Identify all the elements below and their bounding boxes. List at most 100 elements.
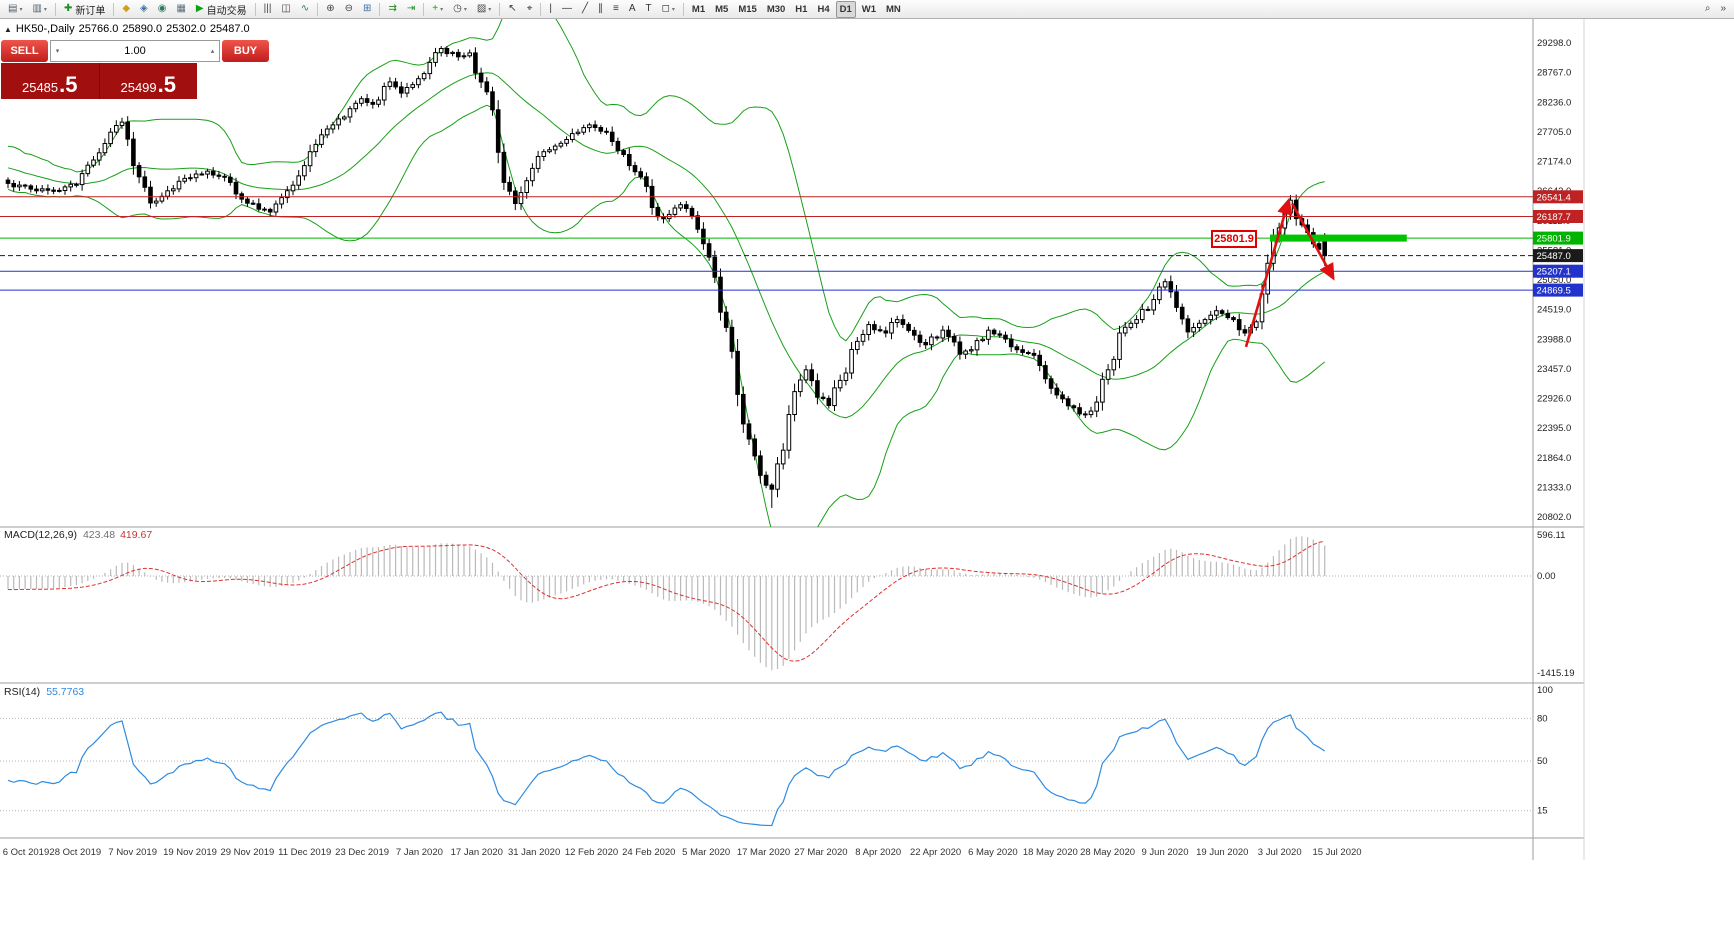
one-click-trading-panel: SELL ▾ ▴ BUY 25485.5 25499.5: [1, 40, 269, 99]
autotrading-icon: ▶: [195, 3, 204, 14]
buy-button[interactable]: BUY: [222, 40, 269, 62]
new-order-button[interactable]: ✚ 新订单: [60, 1, 109, 18]
channel-button[interactable]: ∥: [594, 1, 607, 18]
crosshair-icon: ⌖: [526, 3, 533, 14]
auto-scroll-button[interactable]: ⇉: [384, 1, 400, 18]
svg-text:15: 15: [1537, 806, 1548, 817]
tf-m5-button[interactable]: M5: [711, 1, 732, 18]
volume-down-button[interactable]: ▾: [55, 48, 60, 55]
sell-price[interactable]: 25485.5: [1, 63, 100, 99]
chevron-down-icon: ▾: [671, 6, 675, 13]
bollinger-middle: [7, 72, 1325, 419]
svg-text:22926.0: 22926.0: [1537, 394, 1571, 405]
svg-text:27174.0: 27174.0: [1537, 157, 1571, 168]
tf-w1-button[interactable]: W1: [858, 1, 880, 18]
cursor-button[interactable]: ↖: [504, 1, 520, 18]
horizontal-lines[interactable]: [0, 196, 1533, 291]
price-axis: 29298.028767.028236.027705.027174.026643…: [1537, 38, 1575, 817]
one-click-panel-toggle[interactable]: ▲: [4, 25, 12, 34]
tf-mn-button[interactable]: MN: [882, 1, 905, 18]
trendline-button[interactable]: ╱: [578, 1, 592, 18]
market-watch-button[interactable]: ◆: [118, 1, 134, 18]
rsi-value: 55.7763: [46, 686, 85, 698]
vertical-line-button[interactable]: |: [545, 1, 556, 18]
fibonacci-button[interactable]: ≡: [609, 1, 623, 18]
candlesticks: [5, 46, 1328, 508]
svg-text:31 Jan 2020: 31 Jan 2020: [508, 847, 560, 858]
text-label-button[interactable]: T: [641, 1, 655, 18]
crosshair-button[interactable]: ⌖: [523, 1, 537, 18]
bollinger-upper: [7, 19, 1325, 342]
tf-h1-button-label: H1: [795, 3, 808, 15]
zoom-in-button[interactable]: ⊕: [322, 1, 338, 18]
bollinger-bands: [7, 19, 1326, 527]
indicators-button[interactable]: + ▾: [428, 1, 447, 18]
sell-price-fraction: .5: [59, 72, 78, 98]
price-callout-label[interactable]: 25801.9: [1211, 230, 1257, 248]
tf-m30-button[interactable]: M30: [763, 1, 789, 18]
svg-text:24 Feb 2020: 24 Feb 2020: [622, 847, 675, 858]
svg-text:12 Feb 2020: 12 Feb 2020: [565, 847, 618, 858]
text-button[interactable]: A: [625, 1, 640, 18]
tf-h4-button-label: H4: [817, 3, 830, 15]
vertical-line-icon: |: [549, 3, 552, 14]
svg-text:100: 100: [1537, 685, 1553, 696]
svg-text:6 May 2020: 6 May 2020: [968, 847, 1018, 858]
svg-text:23988.0: 23988.0: [1537, 334, 1571, 345]
new-chart-button[interactable]: ▤ ▾: [4, 1, 26, 18]
search-button[interactable]: ⌕: [1701, 1, 1715, 18]
volume-input[interactable]: [64, 45, 206, 57]
buy-price-main: 25499: [120, 79, 157, 95]
fibonacci-icon: ≡: [612, 3, 619, 14]
zoom-out-button[interactable]: ⊖: [341, 1, 357, 18]
tf-h4-button[interactable]: H4: [813, 1, 833, 18]
line-chart-icon: ∿: [300, 3, 310, 14]
svg-text:27 Mar 2020: 27 Mar 2020: [794, 847, 847, 858]
chevron-down-icon: ▾: [463, 6, 467, 13]
rsi-indicator-label: RSI(14) 55.7763: [4, 686, 84, 698]
navigator-icon: ◉: [157, 3, 167, 14]
chevron-down-icon: ▾: [488, 6, 492, 13]
toolbar-separator: [254, 2, 256, 16]
line-chart-button[interactable]: ∿: [297, 1, 313, 18]
svg-text:24519.0: 24519.0: [1537, 305, 1571, 316]
profiles-button[interactable]: ▥ ▾: [28, 1, 50, 18]
toolbar-overflow-button[interactable]: »: [1716, 1, 1730, 18]
horizontal-line-icon: —: [561, 3, 572, 14]
horizontal-line-button[interactable]: —: [558, 1, 576, 18]
candlestick-chart-icon: ◫: [281, 3, 291, 14]
candlestick-chart-button[interactable]: ◫: [277, 1, 294, 18]
svg-text:-1415.19: -1415.19: [1537, 668, 1575, 679]
rsi-name: RSI(14): [4, 686, 41, 698]
terminal-button[interactable]: ▦: [172, 1, 189, 18]
toolbar-separator: [540, 2, 542, 16]
sell-button[interactable]: SELL: [1, 40, 48, 62]
periods-button[interactable]: ◷ ▾: [449, 1, 471, 18]
tf-m15-button[interactable]: M15: [734, 1, 760, 18]
volume-up-button[interactable]: ▴: [210, 48, 215, 55]
buy-price[interactable]: 25499.5: [99, 63, 197, 99]
chart-annotations[interactable]: [1244, 197, 1407, 348]
bar-chart-button[interactable]: |||: [260, 1, 276, 18]
tf-h1-button[interactable]: H1: [791, 1, 811, 18]
ohlc-open: 25766.0: [78, 23, 119, 35]
svg-text:19 Jun 2020: 19 Jun 2020: [1196, 847, 1248, 858]
tf-m1-button[interactable]: M1: [688, 1, 709, 18]
shapes-button[interactable]: ◻ ▾: [658, 1, 679, 18]
chart-shift-button[interactable]: ⇥: [403, 1, 419, 18]
templates-button[interactable]: ▨ ▾: [473, 1, 495, 18]
toolbar-separator: [113, 2, 115, 16]
trendline-icon: ╱: [581, 3, 588, 14]
tile-windows-button[interactable]: ⊞: [359, 1, 375, 18]
svg-text:22 Apr 2020: 22 Apr 2020: [910, 847, 961, 858]
ohlc-high: 25890.0: [122, 23, 163, 35]
bar-chart-icon: |||: [263, 3, 272, 14]
ohlc-low: 25302.0: [166, 23, 206, 35]
tf-d1-button[interactable]: D1: [835, 0, 856, 18]
data-window-button[interactable]: ◈: [136, 1, 152, 18]
navigator-button[interactable]: ◉: [154, 1, 171, 18]
bollinger-lower: [7, 104, 1326, 527]
autotrading-button[interactable]: ▶ 自动交易: [192, 1, 251, 18]
volume-box: ▾ ▴: [50, 40, 220, 62]
